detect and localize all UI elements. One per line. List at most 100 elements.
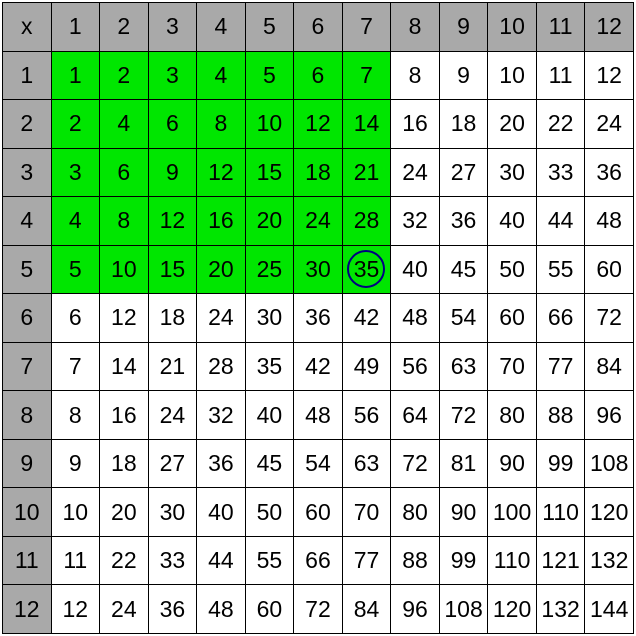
product-cell: 6	[51, 294, 100, 343]
col-header: 10	[488, 3, 537, 52]
product-cell: 24	[391, 148, 440, 197]
product-value: 3	[69, 159, 82, 185]
product-value: 33	[160, 547, 186, 573]
product-value: 24	[305, 207, 331, 233]
product-value: 36	[305, 304, 331, 330]
product-value: 44	[208, 547, 234, 573]
product-cell: 110	[488, 536, 537, 585]
product-value: 120	[493, 596, 531, 622]
product-value: 24	[160, 402, 186, 428]
product-value: 24	[208, 304, 234, 330]
product-cell: 60	[245, 585, 294, 634]
product-cell: 66	[536, 294, 585, 343]
product-cell: 7	[342, 51, 391, 100]
product-cell: 11	[536, 51, 585, 100]
product-cell: 36	[439, 197, 488, 246]
product-value: 48	[208, 596, 234, 622]
product-value: 14	[354, 110, 380, 136]
product-value: 24	[402, 159, 428, 185]
product-value: 60	[596, 256, 622, 282]
product-cell: 121	[536, 536, 585, 585]
product-cell: 42	[342, 294, 391, 343]
product-value: 63	[354, 450, 380, 476]
product-cell: 15	[245, 148, 294, 197]
product-cell: 10	[245, 100, 294, 149]
product-value: 100	[493, 499, 531, 525]
product-value: 63	[451, 353, 477, 379]
product-cell: 36	[585, 148, 634, 197]
product-cell: 72	[294, 585, 343, 634]
product-cell: 18	[439, 100, 488, 149]
product-cell: 40	[197, 488, 246, 537]
row-header: 3	[3, 148, 52, 197]
product-value: 72	[402, 450, 428, 476]
row-header: 4	[3, 197, 52, 246]
product-value: 84	[596, 353, 622, 379]
product-value: 16	[111, 402, 137, 428]
product-value: 7	[360, 62, 373, 88]
product-cell: 48	[197, 585, 246, 634]
product-value: 6	[312, 62, 325, 88]
product-value: 5	[263, 62, 276, 88]
product-value: 11	[549, 62, 573, 88]
product-value: 90	[451, 499, 477, 525]
product-cell: 63	[342, 439, 391, 488]
product-cell: 90	[488, 439, 537, 488]
product-value: 70	[354, 499, 380, 525]
product-cell: 66	[294, 536, 343, 585]
product-cell: 64	[391, 391, 440, 440]
product-cell: 22	[100, 536, 149, 585]
product-cell: 20	[245, 197, 294, 246]
product-value: 48	[305, 402, 331, 428]
product-cell: 96	[585, 391, 634, 440]
product-value: 108	[444, 596, 482, 622]
col-header: 12	[585, 3, 634, 52]
product-value: 12	[596, 62, 622, 88]
product-cell: 6	[294, 51, 343, 100]
product-cell: 77	[342, 536, 391, 585]
product-value: 1	[69, 62, 82, 88]
product-value: 132	[590, 547, 628, 573]
product-cell: 6	[148, 100, 197, 149]
product-cell: 36	[148, 585, 197, 634]
product-cell: 44	[197, 536, 246, 585]
product-value: 96	[402, 596, 428, 622]
product-cell: 35	[245, 342, 294, 391]
product-cell: 8	[51, 391, 100, 440]
product-value: 8	[117, 207, 130, 233]
product-value: 5	[69, 256, 82, 282]
product-cell: 80	[391, 488, 440, 537]
product-cell: 132	[536, 585, 585, 634]
product-value: 16	[208, 207, 234, 233]
product-cell: 3	[148, 51, 197, 100]
product-value: 16	[402, 110, 428, 136]
product-cell: 8	[391, 51, 440, 100]
row-header: 2	[3, 100, 52, 149]
product-value: 99	[451, 547, 477, 573]
product-cell: 60	[585, 245, 634, 294]
product-value: 77	[548, 353, 574, 379]
product-value: 64	[402, 402, 428, 428]
product-value: 45	[257, 450, 283, 476]
product-value: 90	[499, 450, 525, 476]
product-value: 44	[548, 207, 574, 233]
product-value: 6	[117, 159, 130, 185]
product-cell: 99	[439, 536, 488, 585]
product-value: 20	[208, 256, 234, 282]
product-cell: 4	[100, 100, 149, 149]
product-cell: 42	[294, 342, 343, 391]
product-value: 10	[111, 256, 137, 282]
product-cell: 100	[488, 488, 537, 537]
product-cell: 12	[294, 100, 343, 149]
product-cell: 54	[294, 439, 343, 488]
product-value: 55	[257, 547, 283, 573]
product-cell: 9	[51, 439, 100, 488]
product-cell: 99	[536, 439, 585, 488]
product-cell: 24	[100, 585, 149, 634]
product-cell: 96	[391, 585, 440, 634]
product-cell: 30	[488, 148, 537, 197]
product-value: 36	[596, 159, 622, 185]
product-cell: 14	[100, 342, 149, 391]
col-header: 5	[245, 3, 294, 52]
row-header: 6	[3, 294, 52, 343]
